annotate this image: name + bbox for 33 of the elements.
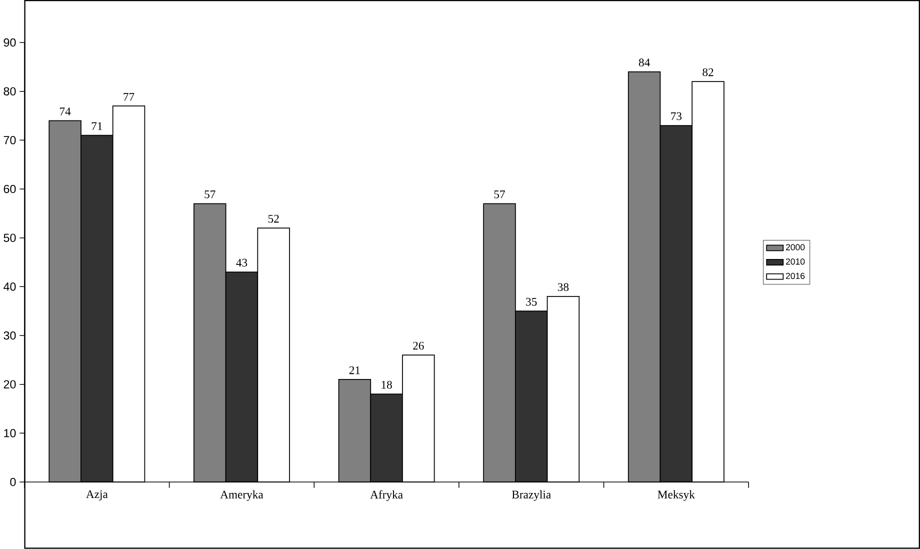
data-label: 35: [526, 298, 537, 306]
legend-label: 2000: [786, 244, 805, 250]
x-tick-label: Meksyk: [658, 490, 695, 501]
data-label: 57: [494, 190, 505, 198]
data-label: 82: [702, 68, 714, 76]
data-label: 38: [558, 283, 569, 292]
legend-label: 2010: [786, 258, 805, 265]
y-tick-label: 0: [10, 478, 16, 486]
y-tick-label: 50: [4, 234, 16, 242]
data-label: 21: [349, 366, 360, 374]
y-tick-label: 80: [4, 87, 16, 96]
y-tick-label: 90: [4, 38, 16, 47]
data-label: 73: [671, 112, 682, 120]
data-label: 52: [268, 214, 279, 223]
y-tick-label: 30: [4, 331, 16, 340]
y-tick-label: 70: [4, 136, 16, 144]
data-label: 57: [204, 190, 216, 198]
data-label: 74: [60, 108, 71, 116]
x-tick-label: Ameryka: [220, 490, 264, 501]
data-label: 26: [413, 342, 424, 350]
legend-label: 2016: [786, 272, 805, 280]
y-tick-label: 60: [4, 184, 16, 194]
data-label: 71: [92, 122, 102, 130]
x-tick-label: Azja: [86, 490, 108, 501]
x-tick-label: Brazylia: [512, 490, 551, 501]
data-label: 18: [382, 380, 392, 389]
data-label: 77: [124, 93, 134, 101]
y-tick-label: 40: [4, 282, 16, 291]
data-label: 43: [236, 258, 248, 267]
y-tick-label: 20: [4, 380, 16, 389]
y-tick-label: 10: [4, 429, 16, 438]
x-tick-label: Afryka: [370, 490, 403, 502]
data-label: 84: [638, 58, 650, 66]
